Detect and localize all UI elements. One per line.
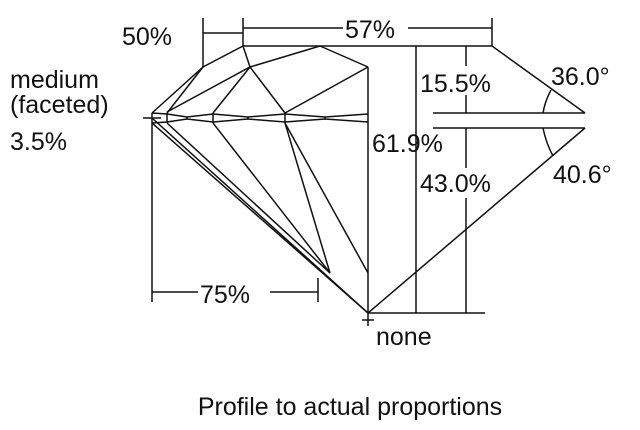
dimension-lines: [143, 18, 493, 326]
pavilion-angle-label: 40.6°: [553, 161, 612, 189]
pavilion-depth-label: 43.0%: [420, 170, 491, 198]
crown-angle-label: 36.0°: [551, 63, 610, 91]
crown-percent-label: 50%: [122, 23, 172, 51]
girdle-finish-label: (faceted): [10, 91, 109, 119]
girdle-percent-label: 3.5%: [10, 128, 67, 156]
diagram-caption: Profile to actual proportions: [198, 393, 502, 421]
table-percent-label: 57%: [345, 16, 395, 44]
girdle-thickness-label: medium: [10, 66, 99, 94]
lower-half-label: 75%: [200, 281, 250, 309]
crown-height-label: 15.5%: [420, 70, 491, 98]
diamond-outline: [151, 45, 586, 314]
measurement-labels: 50% 57% 15.5% 36.0° medium (faceted) 3.5…: [10, 16, 612, 351]
culet-label: none: [376, 323, 432, 351]
total-depth-label: 61.9%: [372, 130, 443, 158]
